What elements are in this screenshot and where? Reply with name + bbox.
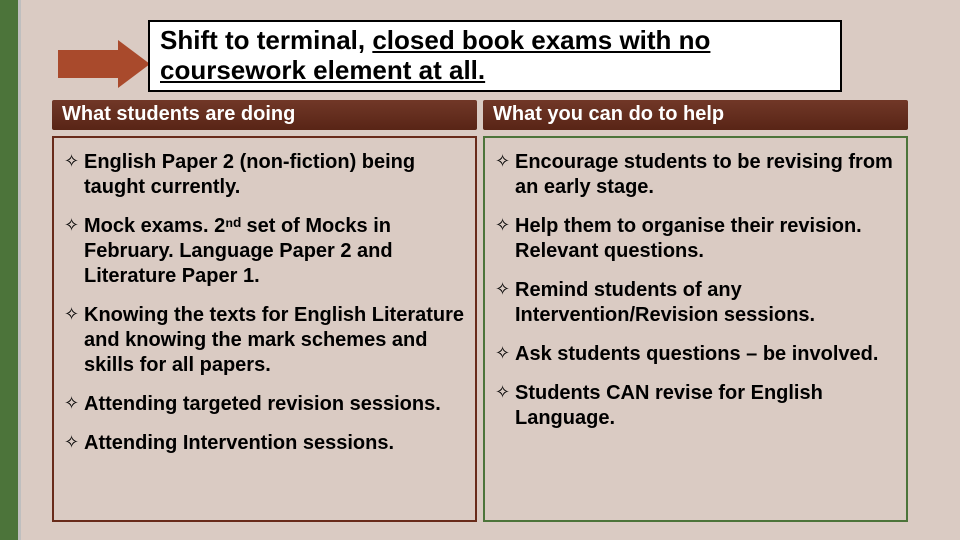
title-box: Shift to terminal, closed book exams wit… [148, 20, 842, 92]
list-item: ✧English Paper 2 (non-fiction) being tau… [64, 150, 465, 200]
bullet-text: Help them to organise their revision. Re… [515, 214, 896, 264]
bullet-text: Ask students questions – be involved. [515, 342, 896, 367]
title-plain: Shift to terminal, [160, 25, 372, 55]
bullet-text: Attending targeted revision sessions. [84, 392, 465, 417]
list-item: ✧Knowing the texts for English Literatur… [64, 303, 465, 378]
bullet-icon: ✧ [64, 214, 84, 237]
left-accent-bar [0, 0, 18, 540]
bullet-text: English Paper 2 (non-fiction) being taug… [84, 150, 465, 200]
list-item: ✧Help them to organise their revision. R… [495, 214, 896, 264]
list-item: ✧Encourage students to be revising from … [495, 150, 896, 200]
list-item: ✧Remind students of any Intervention/Rev… [495, 278, 896, 328]
bullet-icon: ✧ [64, 392, 84, 415]
bullet-icon: ✧ [495, 150, 515, 173]
list-item: ✧Ask students questions – be involved. [495, 342, 896, 367]
slide: Shift to terminal, closed book exams wit… [0, 0, 960, 540]
bullet-icon: ✧ [64, 431, 84, 454]
arrow-head-icon [118, 40, 150, 88]
bullet-icon: ✧ [64, 150, 84, 173]
list-item: ✧Attending Intervention sessions. [64, 431, 465, 456]
list-item: ✧Students CAN revise for English Languag… [495, 381, 896, 431]
columns: ✧English Paper 2 (non-fiction) being tau… [52, 136, 908, 522]
list-item: ✧Attending targeted revision sessions. [64, 392, 465, 417]
bullet-text: Attending Intervention sessions. [84, 431, 465, 456]
bullet-icon: ✧ [495, 381, 515, 404]
left-accent-shadow [18, 0, 21, 540]
bullet-text: Encourage students to be revising from a… [515, 150, 896, 200]
list-item: ✧Mock exams. 2ⁿᵈ set of Mocks in Februar… [64, 214, 465, 289]
slide-title: Shift to terminal, closed book exams wit… [160, 26, 830, 86]
bullet-icon: ✧ [495, 342, 515, 365]
bullet-icon: ✧ [495, 214, 515, 237]
column-right: ✧Encourage students to be revising from … [483, 136, 908, 522]
bullet-text: Knowing the texts for English Literature… [84, 303, 465, 378]
bullet-text: Mock exams. 2ⁿᵈ set of Mocks in February… [84, 214, 465, 289]
arrow-body [58, 50, 118, 78]
column-left: ✧English Paper 2 (non-fiction) being tau… [52, 136, 477, 522]
bullet-text: Students CAN revise for English Language… [515, 381, 896, 431]
bullet-text: Remind students of any Intervention/Revi… [515, 278, 896, 328]
header-right: What you can do to help [483, 100, 908, 130]
header-left: What students are doing [52, 100, 477, 130]
bullet-icon: ✧ [64, 303, 84, 326]
column-headers: What students are doing What you can do … [52, 100, 908, 130]
bullet-icon: ✧ [495, 278, 515, 301]
